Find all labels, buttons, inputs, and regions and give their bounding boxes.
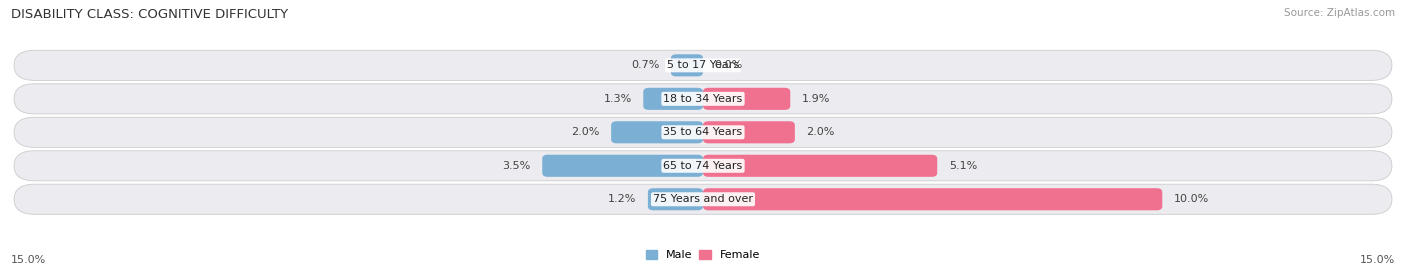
FancyBboxPatch shape xyxy=(703,88,790,110)
FancyBboxPatch shape xyxy=(703,121,794,143)
FancyBboxPatch shape xyxy=(14,184,1392,214)
FancyBboxPatch shape xyxy=(14,151,1392,181)
Text: 3.5%: 3.5% xyxy=(502,161,531,171)
Text: 1.2%: 1.2% xyxy=(607,194,637,204)
FancyBboxPatch shape xyxy=(644,88,703,110)
Text: Source: ZipAtlas.com: Source: ZipAtlas.com xyxy=(1284,8,1395,18)
FancyBboxPatch shape xyxy=(543,155,703,177)
FancyBboxPatch shape xyxy=(612,121,703,143)
Text: 1.3%: 1.3% xyxy=(603,94,631,104)
Text: 2.0%: 2.0% xyxy=(571,127,599,137)
Text: 18 to 34 Years: 18 to 34 Years xyxy=(664,94,742,104)
FancyBboxPatch shape xyxy=(703,188,1163,210)
FancyBboxPatch shape xyxy=(14,50,1392,80)
Text: 35 to 64 Years: 35 to 64 Years xyxy=(664,127,742,137)
Text: 10.0%: 10.0% xyxy=(1174,194,1209,204)
Text: 75 Years and over: 75 Years and over xyxy=(652,194,754,204)
Text: 0.0%: 0.0% xyxy=(714,60,742,70)
Text: 5.1%: 5.1% xyxy=(949,161,977,171)
Text: 15.0%: 15.0% xyxy=(11,255,46,265)
Text: DISABILITY CLASS: COGNITIVE DIFFICULTY: DISABILITY CLASS: COGNITIVE DIFFICULTY xyxy=(11,8,288,21)
Text: 5 to 17 Years: 5 to 17 Years xyxy=(666,60,740,70)
FancyBboxPatch shape xyxy=(14,84,1392,114)
Legend: Male, Female: Male, Female xyxy=(641,245,765,264)
FancyBboxPatch shape xyxy=(703,155,938,177)
Text: 2.0%: 2.0% xyxy=(807,127,835,137)
FancyBboxPatch shape xyxy=(14,117,1392,147)
Text: 1.9%: 1.9% xyxy=(801,94,830,104)
Text: 15.0%: 15.0% xyxy=(1360,255,1395,265)
Text: 0.7%: 0.7% xyxy=(631,60,659,70)
Text: 65 to 74 Years: 65 to 74 Years xyxy=(664,161,742,171)
FancyBboxPatch shape xyxy=(671,54,703,76)
FancyBboxPatch shape xyxy=(648,188,703,210)
